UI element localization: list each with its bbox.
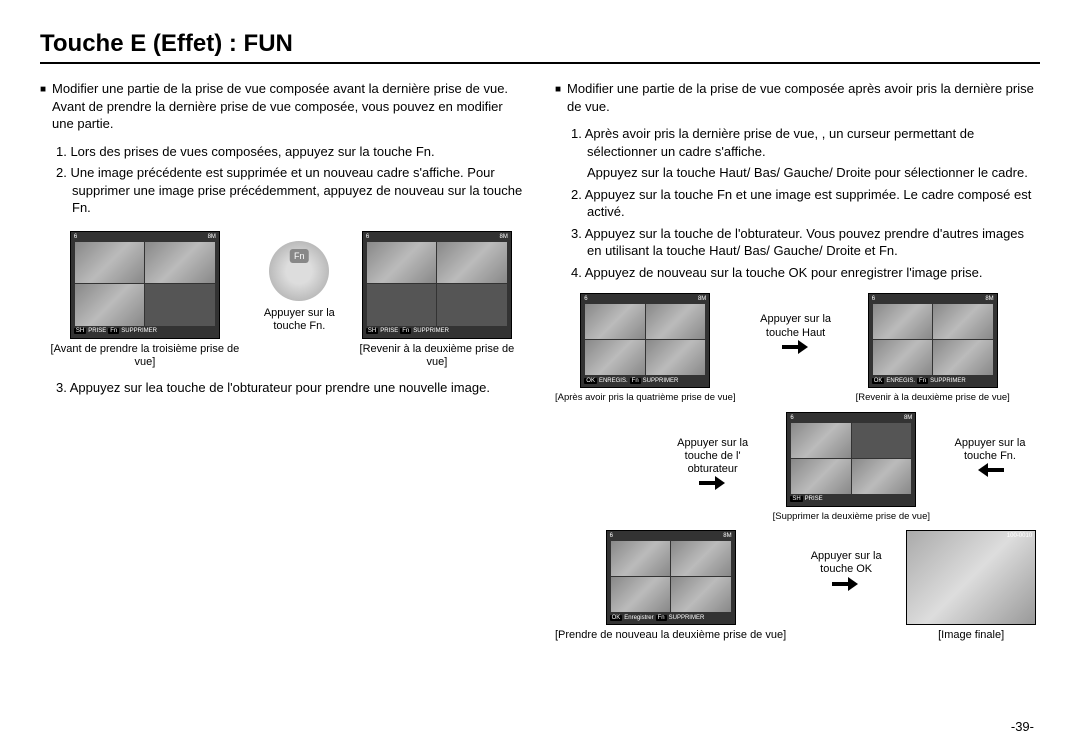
tag-fn: Fn bbox=[400, 328, 411, 334]
tag-fn: Fn bbox=[108, 328, 119, 334]
caption-return-second-r: [Revenir à la deuxième prise de vue] bbox=[856, 392, 1010, 403]
right-step-3: 3. Appuyez sur la touche de l'obturateur… bbox=[571, 225, 1040, 260]
thumb-top-left: 6 bbox=[74, 234, 77, 242]
label-press-fn-r: Appuyer sur la touche Fn. bbox=[940, 437, 1040, 463]
thumb-back-to-second: 6 8M SH PRISE Fn SUPPRIMER bbox=[362, 231, 512, 339]
arrow-left-icon bbox=[976, 463, 1004, 477]
right-bullet-text: Modifier une partie de la prise de vue c… bbox=[567, 80, 1040, 115]
tag-sh: SH bbox=[366, 328, 378, 334]
thumb-final-id: 100-0010 bbox=[1007, 533, 1032, 541]
tag-ok: OK bbox=[610, 615, 623, 621]
fn-button-illustration bbox=[269, 241, 329, 301]
thumb-delete-second: 68M SH PRISE bbox=[786, 412, 916, 507]
arrow-right-icon bbox=[832, 577, 860, 591]
thumb-before-third: 6 8M SH PRISE Fn SUPPRIMER bbox=[70, 231, 220, 339]
left-bullet: ■ Modifier une partie de la prise de vue… bbox=[40, 80, 525, 133]
page-title: Touche E (Effet) : FUN bbox=[40, 30, 1040, 64]
tag-fn: Fn bbox=[656, 615, 667, 621]
content-columns: ■ Modifier une partie de la prise de vue… bbox=[40, 80, 1040, 650]
caption-after-fourth: [Après avoir pris la quatrième prise de … bbox=[555, 392, 736, 403]
thumb-top-left: 6 bbox=[366, 234, 369, 242]
left-bullet-text: Modifier une partie de la prise de vue c… bbox=[52, 80, 525, 133]
caption-before-third: [Avant de prendre la troisième prise de … bbox=[40, 343, 250, 369]
caption-delete-second: [Supprimer la deuxième prise de vue] bbox=[773, 511, 930, 522]
tag-ok: OK bbox=[872, 378, 885, 384]
tag-prise: PRISE bbox=[380, 328, 398, 334]
left-step-1: 1. Lors des prises de vues composées, ap… bbox=[56, 143, 525, 161]
label-press-ok: Appuyer sur la touche OK bbox=[796, 550, 896, 576]
tag-ok: OK bbox=[584, 378, 597, 384]
tag-suppr: SUPPRIMER bbox=[669, 615, 705, 621]
caption-final: [Image finale] bbox=[938, 629, 1004, 642]
label-press-haut: Appuyer sur la touche Haut bbox=[746, 313, 846, 339]
thumb-top-right: 8M bbox=[208, 234, 216, 242]
tag-suppr: SUPPRIMER bbox=[413, 328, 449, 334]
right-step-2: 2. Appuyez sur la touche Fn et une image… bbox=[571, 186, 1040, 221]
left-thumb-row: 6 8M SH PRISE Fn SUPPRIMER [Avant de pren… bbox=[40, 231, 525, 369]
left-step-2: 2. Une image précédente est supprimée et… bbox=[56, 164, 525, 217]
right-step-4: 4. Appuyez de nouveau sur la touche OK p… bbox=[571, 264, 1040, 282]
thumb-final: 100-0010 bbox=[906, 530, 1036, 625]
tag-enregis: ENREGIS. bbox=[886, 378, 915, 384]
left-step-list: 1. Lors des prises de vues composées, ap… bbox=[40, 143, 525, 217]
tag-enregis: ENREGIS. bbox=[599, 378, 628, 384]
thumb-top-right: 8M bbox=[500, 234, 508, 242]
square-bullet-icon: ■ bbox=[40, 83, 46, 133]
right-diagram: 68M OK ENREGIS. Fn SUPPRIMER [Après avoi… bbox=[555, 293, 1040, 642]
right-step-1b: Appuyez sur la touche Haut/ Bas/ Gauche/… bbox=[571, 164, 1040, 182]
caption-back-second: [Revenir à la deuxième prise de vue] bbox=[349, 343, 525, 369]
tag-enregistrer: Enregistrer bbox=[624, 615, 653, 621]
hint-press-fn: Appuyer sur la touche Fn. bbox=[260, 307, 339, 333]
caption-retake-second: [Prendre de nouveau la deuxième prise de… bbox=[555, 629, 786, 642]
right-step-list: 1. Après avoir pris la dernière prise de… bbox=[555, 125, 1040, 281]
tag-suppr: SUPPRIMER bbox=[121, 328, 157, 334]
arrow-right-icon bbox=[782, 340, 810, 354]
right-bullet: ■ Modifier une partie de la prise de vue… bbox=[555, 80, 1040, 115]
left-step-3: 3. Appuyez sur lea touche de l'obturateu… bbox=[56, 379, 525, 397]
arrow-right-icon bbox=[699, 476, 727, 490]
thumb-retake-second: 68M OK Enregistrer Fn SUPPRIMER bbox=[606, 530, 736, 625]
square-bullet-icon: ■ bbox=[555, 83, 561, 115]
left-step-3-list: 3. Appuyez sur lea touche de l'obturateu… bbox=[40, 379, 525, 397]
tag-sh: SH bbox=[74, 328, 86, 334]
tag-suppr: SUPPRIMER bbox=[930, 378, 966, 384]
right-step-1: 1. Après avoir pris la dernière prise de… bbox=[571, 125, 1040, 160]
thumb-return-second-r: 68M OK ENREGIS. Fn SUPPRIMER bbox=[868, 293, 998, 388]
tag-suppr: SUPPRIMER bbox=[643, 378, 679, 384]
label-press-obtur: Appuyer sur la touche de l' obturateur bbox=[663, 437, 763, 477]
right-column: ■ Modifier une partie de la prise de vue… bbox=[555, 80, 1040, 650]
tag-sh: SH bbox=[790, 496, 802, 502]
tag-fn: Fn bbox=[917, 378, 928, 384]
page-number: -39- bbox=[1011, 719, 1034, 734]
thumb-after-fourth: 68M OK ENREGIS. Fn SUPPRIMER bbox=[580, 293, 710, 388]
tag-prise: PRISE bbox=[805, 496, 823, 502]
tag-prise: PRISE bbox=[88, 328, 106, 334]
tag-fn: Fn bbox=[630, 378, 641, 384]
left-column: ■ Modifier une partie de la prise de vue… bbox=[40, 80, 525, 650]
